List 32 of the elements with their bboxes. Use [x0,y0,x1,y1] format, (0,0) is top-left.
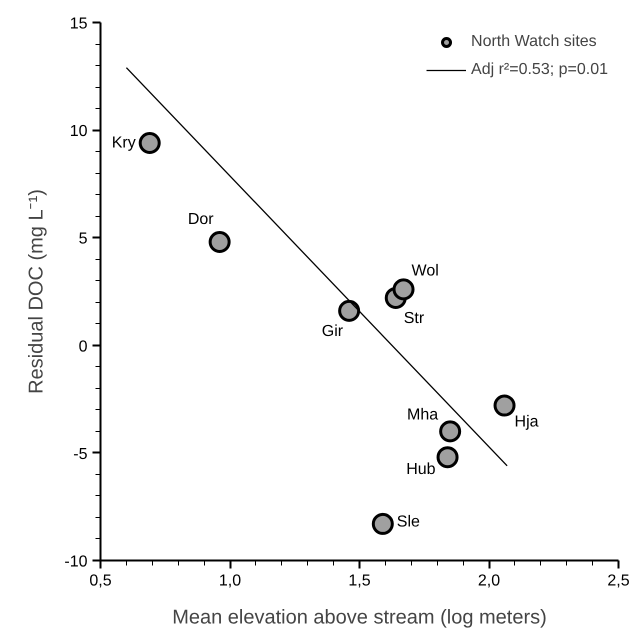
y-tick-label: -10 [64,554,88,570]
annotation: Gir [322,322,344,340]
x-tick-label: 2,0 [478,572,500,590]
annotation: Hja [514,414,539,431]
point [208,231,231,253]
annotation: Mha [407,406,438,424]
y-tick-label: -5 [73,446,88,463]
annotation: Dor [188,211,214,228]
x-tick-label: 1,5 [348,572,371,590]
point [494,394,516,417]
point [436,446,459,468]
legend-label: North Watch sites [471,33,597,51]
point [138,132,161,154]
annotation: Sle [396,513,420,530]
point [439,420,462,442]
annotation: Kry [112,134,136,152]
point [392,278,415,300]
annotation: Wol [412,262,439,280]
y-tick-label: 15 [70,16,88,32]
point [372,512,394,535]
annotation: Str [404,310,425,327]
point [338,300,360,322]
y-tick-label: 10 [70,123,88,140]
x-tick-label: 0,5 [89,572,112,590]
x-tick-label: 2,5 [607,572,630,590]
annotation: Hub [406,461,436,478]
x-axis-title: Mean elevation above stream (log meters) [172,606,547,628]
y-tick-label: 0 [78,338,88,356]
x-tick-label: 1,0 [218,572,242,590]
y-tick-label: 5 [78,230,88,248]
legend-label: Adj r²=0.53; p=0.01 [471,61,608,79]
y-axis-title: Residual DOC (mg L⁻¹) [25,189,48,394]
